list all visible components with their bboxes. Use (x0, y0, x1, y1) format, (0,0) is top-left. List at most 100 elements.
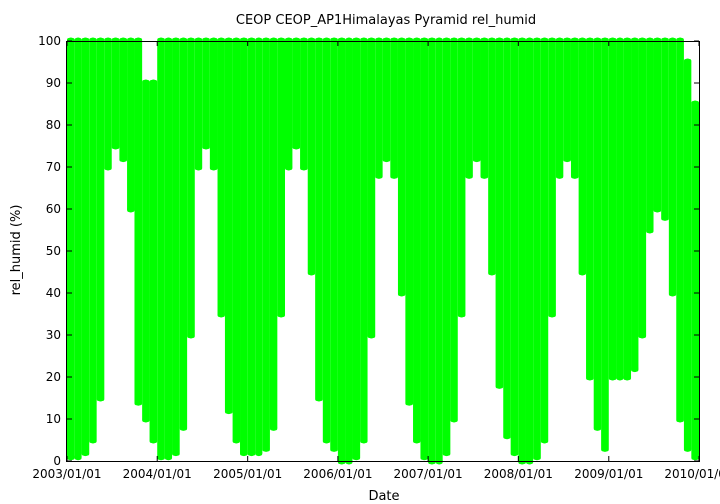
data-point (202, 142, 210, 150)
x-tick-label: 2008/01/01 (484, 467, 553, 481)
data-point (74, 453, 82, 461)
data-range (217, 38, 225, 317)
x-tick-label: 2007/01/01 (394, 467, 463, 481)
x-axis-label: Date (368, 489, 399, 504)
data-range (638, 38, 647, 338)
data-range (315, 38, 323, 401)
data-point (360, 436, 368, 444)
plot-frame (66, 41, 700, 462)
data-point (285, 163, 293, 171)
data-range (240, 38, 248, 456)
data-range (676, 38, 684, 422)
data-range (510, 38, 519, 456)
data-range (548, 38, 556, 317)
data-range (179, 38, 188, 431)
data-range (525, 38, 534, 464)
data-point (300, 163, 308, 171)
data-point (142, 79, 150, 87)
data-range (465, 38, 473, 179)
data-point (495, 381, 503, 389)
data-range (67, 38, 75, 460)
data-point (510, 449, 518, 457)
data-point (623, 373, 631, 381)
data-point (563, 155, 571, 163)
y-tick-label: 100 (38, 34, 61, 48)
data-range (127, 38, 135, 212)
data-point (172, 449, 180, 457)
data-point (465, 171, 473, 179)
data-point (119, 155, 127, 163)
data-point (676, 415, 684, 423)
data-point (307, 268, 315, 276)
x-tick-label: 2004/01/01 (123, 467, 192, 481)
data-range (488, 38, 496, 275)
data-point (330, 444, 338, 452)
data-range (89, 38, 97, 443)
data-point (548, 310, 556, 318)
data-point (127, 205, 135, 213)
data-range (322, 38, 331, 443)
data-range (360, 38, 368, 443)
x-tick-label: 2010/01/01 (664, 467, 720, 481)
x-tick-label: 2003/01/01 (32, 467, 101, 481)
data-point (323, 436, 331, 444)
data-point (684, 58, 692, 66)
data-range (420, 38, 429, 460)
data-range (435, 38, 443, 464)
data-range (330, 38, 338, 452)
data-point (270, 423, 278, 431)
data-range (540, 38, 549, 443)
y-tick-label: 50 (46, 244, 61, 258)
x-tick-label: 2006/01/01 (303, 467, 372, 481)
data-point (225, 407, 233, 415)
data-range (608, 38, 617, 380)
data-range (164, 38, 173, 460)
data-range (631, 38, 639, 372)
data-point (533, 453, 541, 461)
data-point (593, 423, 601, 431)
data-point (443, 449, 451, 457)
data-range (224, 38, 233, 414)
y-axis: 0 10 20 30 40 50 60 70 80 90 100 (38, 34, 699, 468)
data-point (556, 171, 564, 179)
data-range (232, 38, 241, 443)
data-range (616, 38, 624, 380)
data-range (96, 38, 105, 401)
data-range (367, 38, 376, 338)
data-range (661, 38, 669, 221)
data-point (390, 171, 398, 179)
data-range (255, 38, 263, 456)
data-range (194, 38, 203, 170)
data-point (488, 268, 496, 276)
data-point (277, 310, 285, 318)
data-range (345, 38, 353, 464)
data-point (81, 449, 89, 457)
data-point (96, 394, 104, 402)
data-range (337, 38, 346, 464)
data-point (149, 436, 157, 444)
y-tick-label: 60 (46, 202, 61, 216)
data-point (292, 142, 300, 150)
data-range (653, 38, 662, 212)
data-range (480, 38, 489, 179)
y-tick-label: 10 (46, 412, 61, 426)
data-point (67, 453, 75, 461)
data-range (450, 38, 458, 422)
data-range (202, 38, 210, 149)
data-range (668, 38, 677, 296)
data-range (683, 59, 692, 452)
data-point (571, 171, 579, 179)
data-point (405, 398, 413, 406)
data-range (269, 38, 278, 431)
data-range (382, 38, 391, 162)
data-range (601, 38, 609, 452)
data-point (255, 449, 263, 457)
data-range (209, 38, 218, 170)
data-point (194, 163, 202, 171)
data-point (450, 415, 458, 423)
data-range (262, 38, 270, 452)
data-range (442, 38, 451, 456)
data-point (638, 331, 646, 339)
data-point (375, 171, 383, 179)
